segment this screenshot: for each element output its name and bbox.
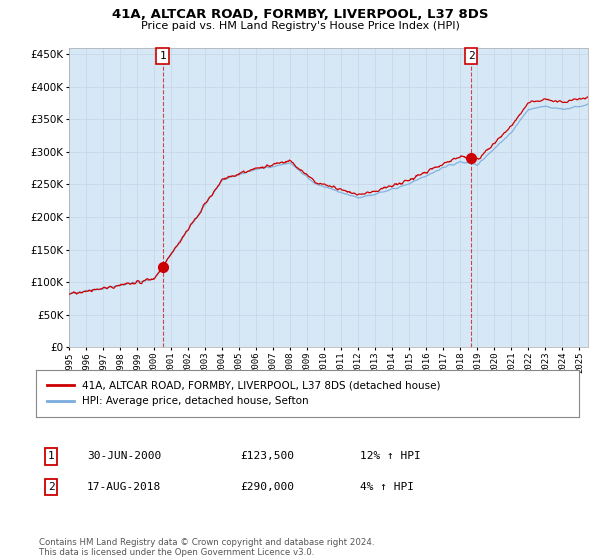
Text: 2: 2 <box>468 51 475 61</box>
Text: 30-JUN-2000: 30-JUN-2000 <box>87 451 161 461</box>
Text: £290,000: £290,000 <box>240 482 294 492</box>
Text: 4% ↑ HPI: 4% ↑ HPI <box>360 482 414 492</box>
Legend: 41A, ALTCAR ROAD, FORMBY, LIVERPOOL, L37 8DS (detached house), HPI: Average pric: 41A, ALTCAR ROAD, FORMBY, LIVERPOOL, L37… <box>41 374 446 413</box>
Text: 17-AUG-2018: 17-AUG-2018 <box>87 482 161 492</box>
Text: Price paid vs. HM Land Registry's House Price Index (HPI): Price paid vs. HM Land Registry's House … <box>140 21 460 31</box>
Text: 2: 2 <box>47 482 55 492</box>
Text: 41A, ALTCAR ROAD, FORMBY, LIVERPOOL, L37 8DS: 41A, ALTCAR ROAD, FORMBY, LIVERPOOL, L37… <box>112 8 488 21</box>
Text: 1: 1 <box>159 51 166 61</box>
Text: Contains HM Land Registry data © Crown copyright and database right 2024.
This d: Contains HM Land Registry data © Crown c… <box>39 538 374 557</box>
Text: 1: 1 <box>47 451 55 461</box>
Text: 12% ↑ HPI: 12% ↑ HPI <box>360 451 421 461</box>
Text: £123,500: £123,500 <box>240 451 294 461</box>
